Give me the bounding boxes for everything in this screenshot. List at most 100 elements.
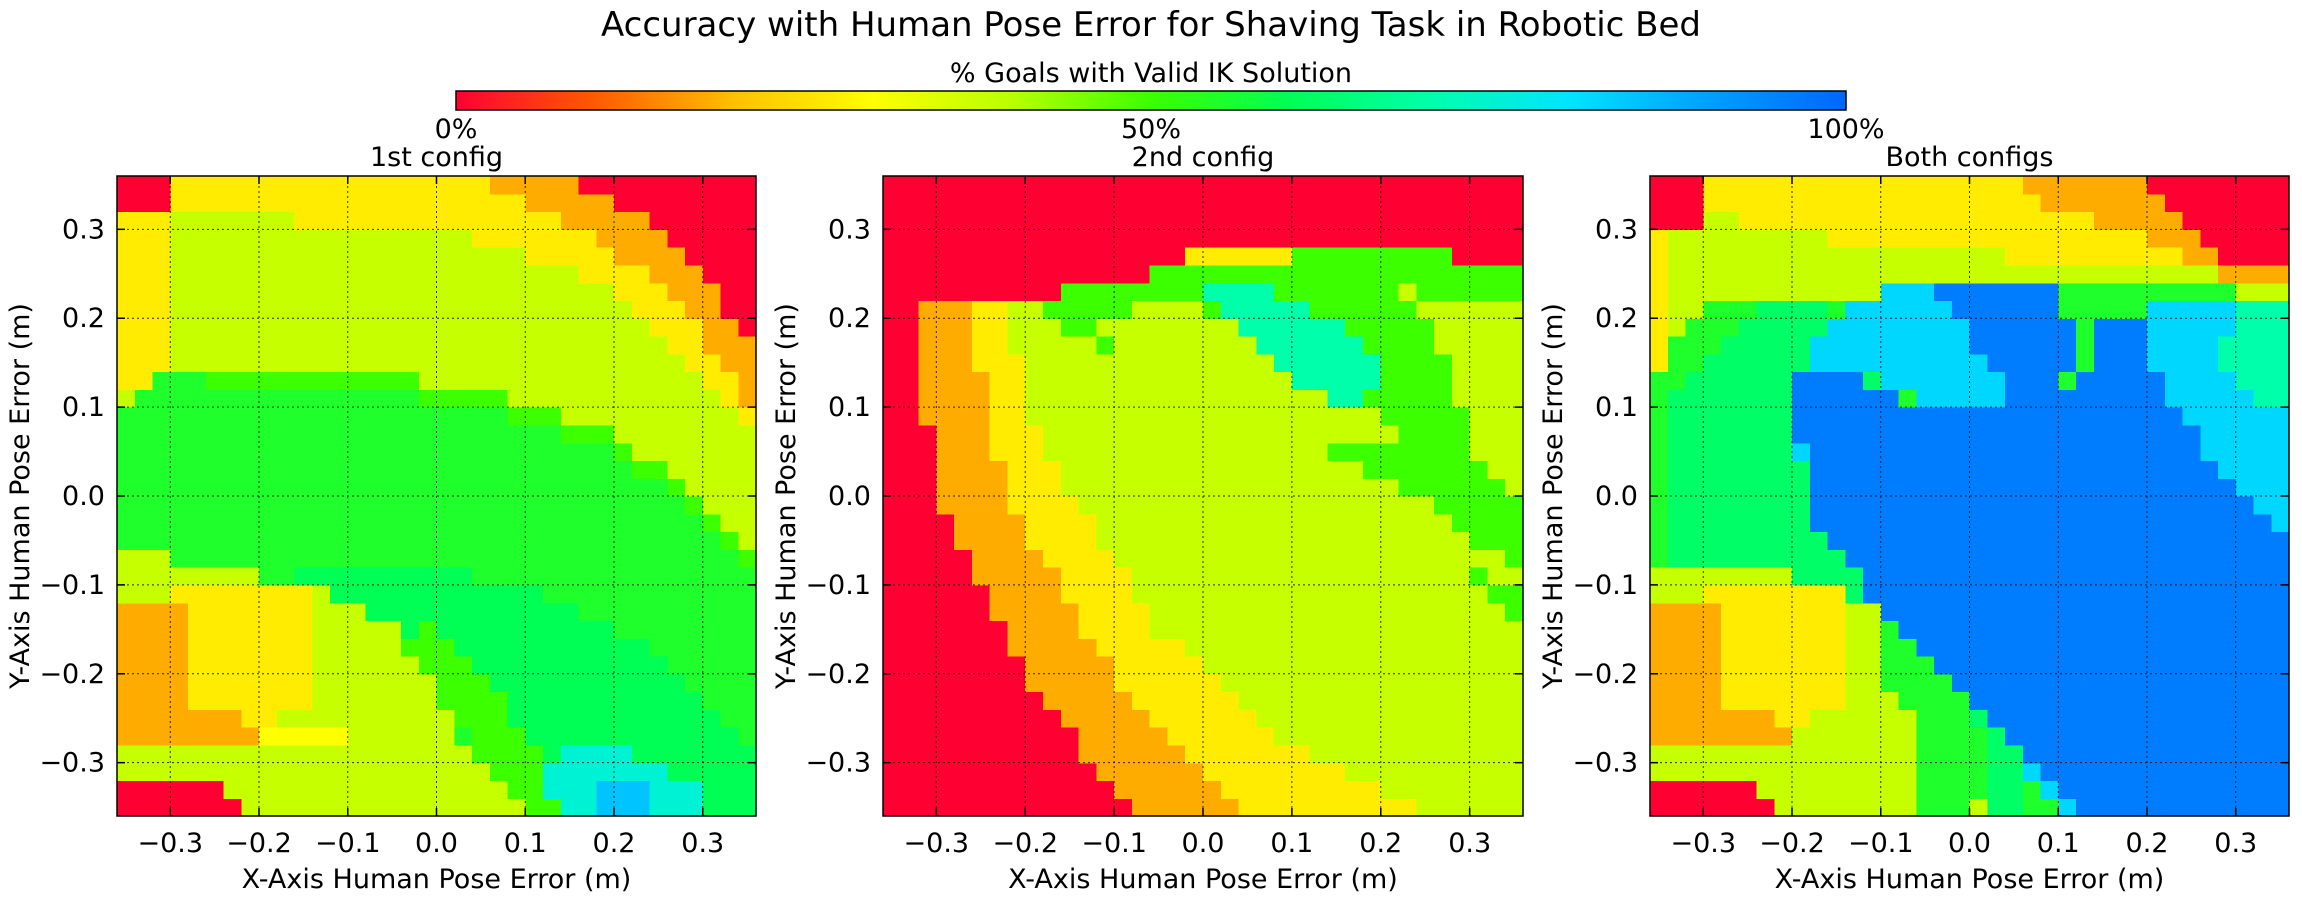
heatmap-cell bbox=[2200, 282, 2219, 302]
heatmap-cell bbox=[936, 353, 955, 373]
heatmap-cell bbox=[1185, 211, 1204, 230]
heatmap-cell bbox=[2235, 691, 2255, 710]
heatmap-cell bbox=[1451, 229, 1471, 248]
heatmap-cell bbox=[2111, 567, 2130, 586]
heatmap-cell bbox=[383, 460, 402, 479]
heatmap-cell bbox=[241, 424, 260, 444]
heatmap-cell bbox=[1487, 549, 1506, 568]
heatmap-cell bbox=[134, 691, 154, 710]
heatmap-cell bbox=[2271, 389, 2289, 408]
heatmap-cell bbox=[543, 762, 562, 782]
heatmap-cell bbox=[1256, 513, 1275, 533]
heatmap-cell bbox=[2235, 744, 2255, 764]
heatmap-cell bbox=[312, 264, 331, 284]
heatmap-cell bbox=[649, 744, 668, 764]
heatmap-cell bbox=[2040, 193, 2059, 213]
heatmap-cell bbox=[596, 247, 615, 266]
heatmap-cell bbox=[936, 442, 955, 462]
heatmap-cell bbox=[1685, 371, 1704, 390]
heatmap-cell bbox=[2235, 353, 2255, 373]
heatmap-cell bbox=[1363, 531, 1382, 550]
heatmap-cell bbox=[954, 424, 973, 444]
heatmap-cell bbox=[1114, 691, 1133, 710]
heatmap-cell bbox=[1880, 744, 1900, 764]
heatmap-cell bbox=[1845, 744, 1864, 764]
heatmap-cell bbox=[1505, 691, 1523, 710]
heatmap-cell bbox=[578, 656, 597, 675]
heatmap-cell bbox=[918, 531, 937, 550]
heatmap-cell bbox=[936, 389, 955, 408]
heatmap-cell bbox=[2235, 798, 2255, 816]
heatmap-cell bbox=[954, 656, 973, 675]
heatmap-cell bbox=[1149, 549, 1169, 568]
heatmap-cell bbox=[702, 513, 722, 533]
heatmap-cell bbox=[223, 709, 242, 728]
heatmap-cell bbox=[418, 264, 438, 284]
heatmap-cell bbox=[720, 300, 739, 319]
heatmap-cell bbox=[525, 673, 544, 693]
heatmap-cell bbox=[330, 673, 349, 693]
heatmap-cell bbox=[152, 389, 171, 408]
heatmap-cell bbox=[1025, 798, 1044, 816]
heatmap-cell bbox=[294, 780, 313, 799]
heatmap-cell bbox=[507, 549, 526, 568]
heatmap-cell bbox=[1203, 620, 1222, 639]
heatmap-cell bbox=[2058, 478, 2077, 497]
heatmap-cell bbox=[259, 549, 278, 568]
heatmap-cell bbox=[1969, 371, 1988, 390]
heatmap-cell bbox=[241, 638, 260, 657]
heatmap-cell bbox=[649, 513, 668, 533]
heatmap-cell bbox=[2218, 424, 2237, 444]
heatmap-cell bbox=[702, 460, 722, 479]
heatmap-cell bbox=[1916, 762, 1935, 782]
heatmap-cell bbox=[383, 193, 402, 213]
heatmap-cell bbox=[1880, 673, 1900, 693]
heatmap-cell bbox=[2005, 460, 2024, 479]
heatmap-cell bbox=[2129, 193, 2148, 213]
heatmap-cell bbox=[365, 424, 384, 444]
heatmap-cell bbox=[1845, 371, 1864, 390]
heatmap-cell bbox=[578, 193, 597, 213]
heatmap-cell bbox=[2005, 176, 2024, 195]
heatmap-cell bbox=[1827, 691, 1846, 710]
heatmap-cell bbox=[1025, 264, 1044, 284]
heatmap-cell bbox=[2005, 762, 2024, 782]
heatmap-cell bbox=[1505, 656, 1523, 675]
heatmap-cell bbox=[1131, 424, 1151, 444]
heatmap-cell bbox=[1667, 176, 1687, 195]
heatmap-cell bbox=[1863, 211, 1882, 230]
heatmap-cell bbox=[188, 318, 207, 337]
heatmap-cell bbox=[2040, 567, 2059, 586]
heatmap-cell bbox=[401, 229, 420, 248]
heatmap-cell bbox=[596, 513, 615, 533]
heatmap-cell bbox=[507, 282, 526, 302]
heatmap-cell bbox=[649, 282, 668, 302]
y-tick-label: 0.3 bbox=[62, 214, 105, 245]
heatmap-cell bbox=[1380, 247, 1400, 266]
x-tick-label: −0.1 bbox=[1081, 828, 1147, 859]
heatmap-cell bbox=[1667, 673, 1687, 693]
heatmap-cell bbox=[720, 211, 739, 230]
heatmap-cell bbox=[1185, 496, 1204, 515]
heatmap-cell bbox=[1309, 513, 1329, 533]
heatmap-cell bbox=[2022, 442, 2042, 462]
heatmap-cell bbox=[223, 353, 242, 373]
heatmap-cell bbox=[989, 176, 1009, 195]
heatmap-cell bbox=[1738, 567, 1758, 586]
heatmap-cell bbox=[667, 513, 686, 533]
heatmap-cell bbox=[1685, 300, 1704, 319]
heatmap-cell bbox=[1845, 567, 1864, 586]
heatmap-cell bbox=[614, 656, 633, 675]
heatmap-cell bbox=[1845, 496, 1864, 515]
heatmap-cell bbox=[1434, 371, 1453, 390]
heatmap-cell bbox=[1185, 371, 1204, 390]
y-tick-label: −0.3 bbox=[39, 748, 105, 779]
heatmap-cell bbox=[1667, 762, 1687, 782]
heatmap-cell bbox=[525, 744, 544, 764]
heatmap-cell bbox=[631, 780, 651, 799]
heatmap-cell bbox=[1096, 193, 1115, 213]
heatmap-panels: −0.3−0.3−0.2−0.2−0.1−0.10.00.00.10.10.20… bbox=[5, 142, 2290, 895]
heatmap-cell bbox=[1096, 656, 1115, 675]
heatmap-cell bbox=[401, 727, 420, 746]
heatmap-cell bbox=[1738, 460, 1758, 479]
